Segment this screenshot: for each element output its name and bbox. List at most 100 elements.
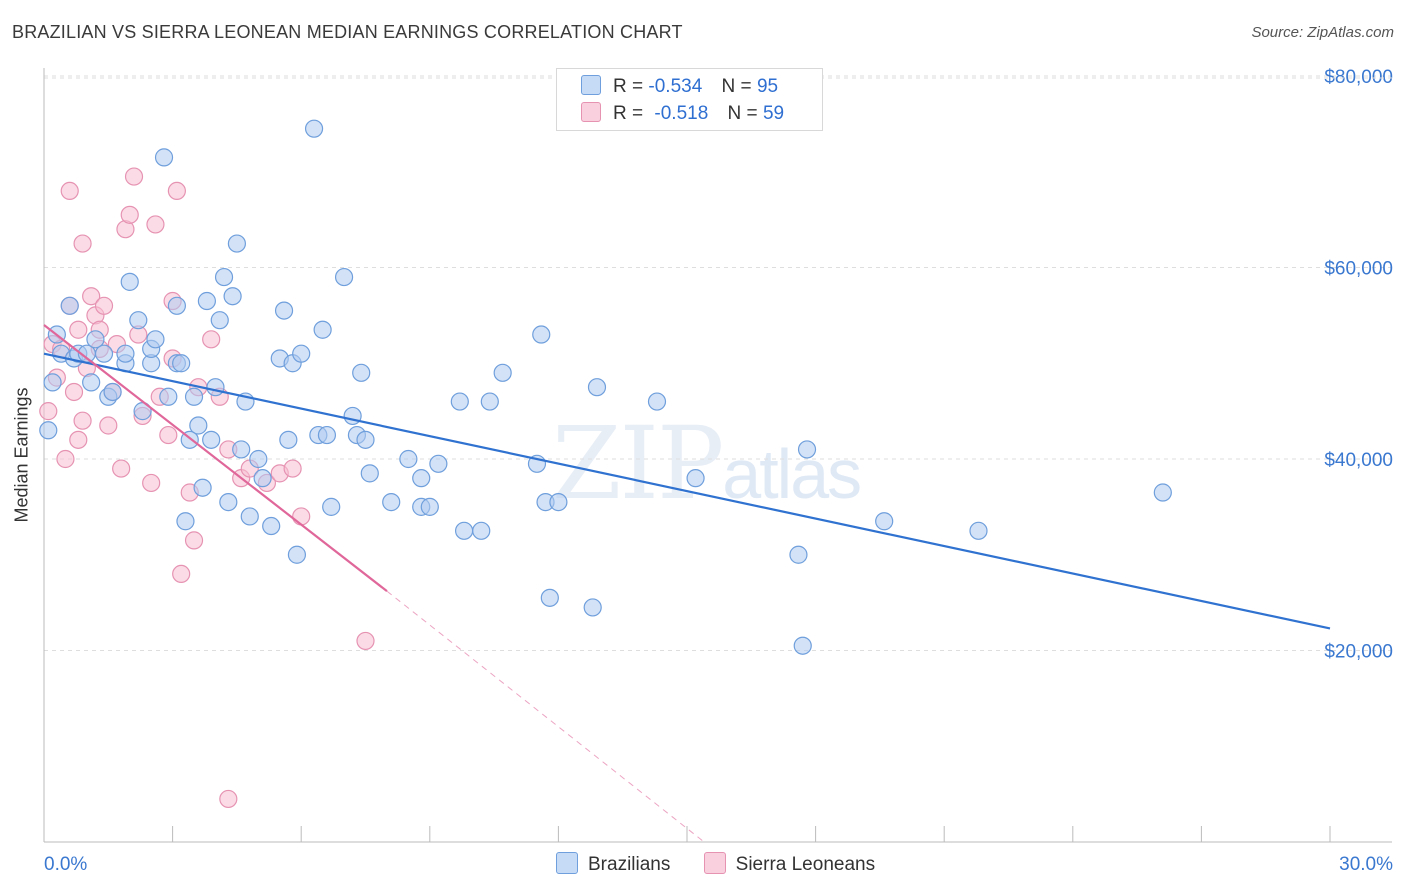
sierra-leonean-point [172,564,191,584]
sierra-leonean-point [202,330,221,349]
brazilian-point [875,512,894,531]
watermark: ZIPatlas [552,405,862,522]
brazilian-point [969,521,988,540]
series-legend-brazilians[interactable]: Brazilians [556,852,670,876]
brazilian-point [279,430,298,449]
brazilian-point [540,588,559,607]
sierra-leonean-point [73,411,92,430]
brazilian-point [232,440,251,459]
brazilian-point [253,469,272,488]
brazilians-swatch [581,75,601,95]
brazilians-r-value: -0.534 [648,76,703,97]
sierra-leoneans-n-value: 59 [762,103,785,124]
sierra-leonean-point [159,425,178,445]
brazilian-point [172,354,191,373]
sierra-leonean-point [184,531,204,550]
brazilian-point [184,387,204,406]
brazilian-point [189,416,208,435]
brazilian-point [214,267,234,287]
sierra-leoneans-legend-swatch [703,852,726,874]
brazilian-point [292,344,311,363]
sierra-leonean-point [120,205,139,224]
brazilian-point [429,454,448,473]
brazilian-point [103,382,122,402]
brazilian-point [317,425,337,445]
brazilian-point [382,492,401,512]
brazilian-point [334,267,354,287]
brazilian-point [159,387,178,406]
brazilian-point [86,330,105,349]
brazilian-point [249,449,268,469]
brazilian-point [240,507,259,526]
brazilian-point [193,478,212,497]
brazilian-point [274,301,294,320]
sierra-leonean-point [292,507,311,526]
sierra-leonean-point [69,430,88,449]
brazilian-point [793,636,812,655]
sierra-leoneans-r-value: -0.518 [654,103,709,124]
sierra-leonean-point [146,215,165,234]
brazilian-point [60,296,79,315]
brazilian-point [223,287,242,306]
brazilian-point [219,492,238,512]
brazilian-point [789,545,808,564]
brazilian-point [686,469,705,488]
brazilian-point [43,373,62,392]
sierra-leonean-point [73,234,92,253]
brazilians-trend-line [43,352,1331,630]
y-tick-label: $40,000 [1324,450,1393,471]
y-tick-label: $60,000 [1324,259,1393,280]
brazilian-point [472,521,491,540]
x-tick-label-min: 0.0% [44,854,87,875]
brazilian-point [227,234,246,253]
sierra-leonean-point [124,167,144,186]
brazilian-point [197,291,216,311]
brazilian-point [322,497,341,516]
brazilian-point [262,516,281,536]
sierra-leoneans-swatch [581,102,601,122]
sierra-leonean-point [56,449,75,469]
brazilian-point [129,311,148,330]
brazilian-point [1153,483,1172,502]
brazilian-point [146,330,165,349]
brazilian-point [167,296,186,315]
sierra-leonean-point [283,459,302,478]
series-legend: Brazilians Sierra Leoneans [556,852,903,876]
brazilian-point [450,392,469,411]
sierra-leonean-point [39,402,58,421]
x-tick-label-max: 30.0% [1339,854,1393,875]
y-axis-label: Median Earnings [11,387,32,523]
brazilian-point [154,148,174,167]
watermark-right: atlas [722,435,862,513]
brazilian-point [94,344,114,363]
brazilian-point [116,344,135,363]
brazilian-point [583,598,602,617]
brazilian-point [647,392,667,411]
brazilian-point [39,421,58,440]
brazilian-point [797,440,817,459]
brazilian-point [399,449,418,469]
brazilian-point [587,378,607,397]
brazilian-point [120,272,139,291]
sierra-leonean-point [64,382,84,402]
sierra-leonean-point [69,320,88,339]
correlation-legend: R = -0.534 N = 95 R = -0.518 N = 59 [556,68,823,131]
sierra-leonean-point [99,416,118,435]
brazilian-point [352,363,371,382]
brazilian-point [202,430,221,449]
watermark-left: ZIP [552,405,724,522]
series-legend-sierra-leoneans[interactable]: Sierra Leoneans [703,852,875,876]
brazilian-point [313,320,332,339]
brazilian-point [493,363,512,382]
brazilian-point [360,464,379,483]
sierra-leonean-point [94,296,114,315]
sierra-leonean-point [142,473,161,493]
sierra-leonean-point [356,631,375,651]
brazilian-point [210,311,229,330]
brazilian-point [176,512,195,531]
brazilian-point [454,521,474,540]
chart-title: BRAZILIAN VS SIERRA LEONEAN MEDIAN EARNI… [12,22,683,42]
brazilian-point [480,392,499,411]
brazilian-point [420,497,439,516]
